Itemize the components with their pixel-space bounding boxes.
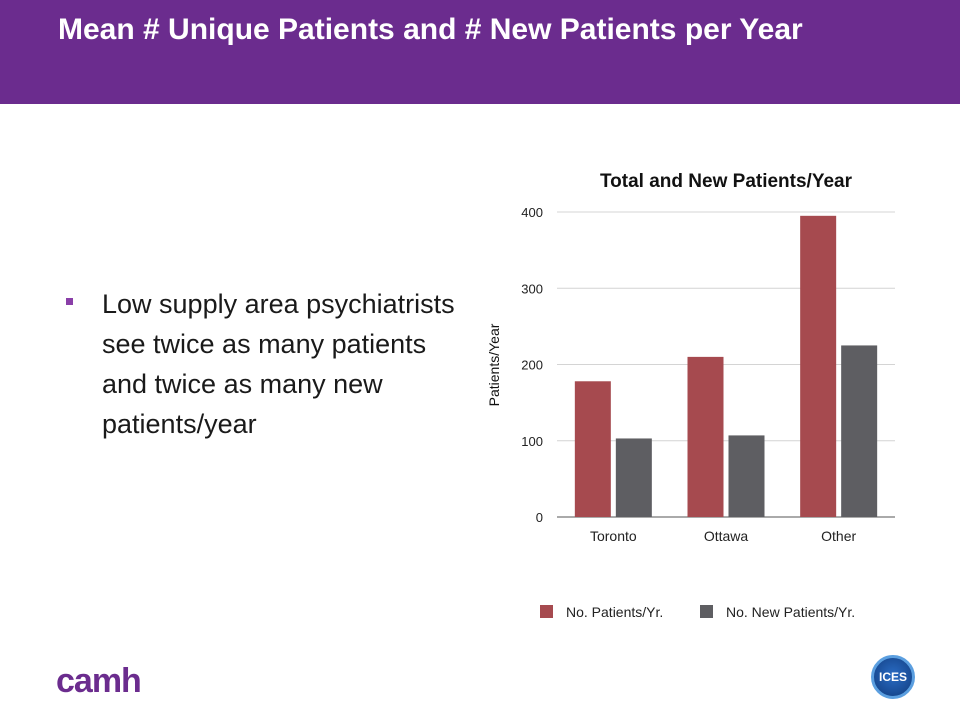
bar-toronto-series-2 bbox=[615, 438, 652, 517]
y-axis-label: Patients/Year bbox=[486, 323, 502, 406]
camh-logo: camh bbox=[56, 662, 142, 700]
bar-toronto-series-1 bbox=[574, 381, 611, 517]
x-tick-label: Toronto bbox=[590, 528, 637, 544]
x-tick-label: Other bbox=[821, 528, 856, 544]
bar-ottawa-series-2 bbox=[728, 435, 765, 517]
legend-label: No. Patients/Yr. bbox=[566, 604, 663, 620]
slide-title: Mean # Unique Patients and # New Patient… bbox=[58, 13, 803, 46]
bar-ottawa-series-1 bbox=[687, 356, 724, 517]
bar-other-series-2 bbox=[841, 345, 878, 517]
legend-label: No. New Patients/Yr. bbox=[726, 604, 855, 620]
bullet-text: Low supply area psychiatrists see twice … bbox=[102, 289, 455, 439]
legend-swatch bbox=[540, 605, 553, 618]
chart-title: Total and New Patients/Year bbox=[600, 171, 853, 192]
bar-other-series-1 bbox=[800, 215, 837, 517]
y-tick-label: 100 bbox=[521, 434, 543, 449]
ices-logo: ICES bbox=[871, 655, 915, 699]
y-tick-label: 300 bbox=[521, 281, 543, 296]
y-tick-label: 0 bbox=[536, 510, 543, 525]
title-bar: Mean # Unique Patients and # New Patient… bbox=[0, 0, 960, 104]
bullet-marker-icon bbox=[66, 298, 73, 305]
y-tick-label: 200 bbox=[521, 358, 543, 373]
x-tick-label: Ottawa bbox=[704, 528, 749, 544]
y-tick-label: 400 bbox=[521, 205, 543, 220]
legend-swatch bbox=[700, 605, 713, 618]
